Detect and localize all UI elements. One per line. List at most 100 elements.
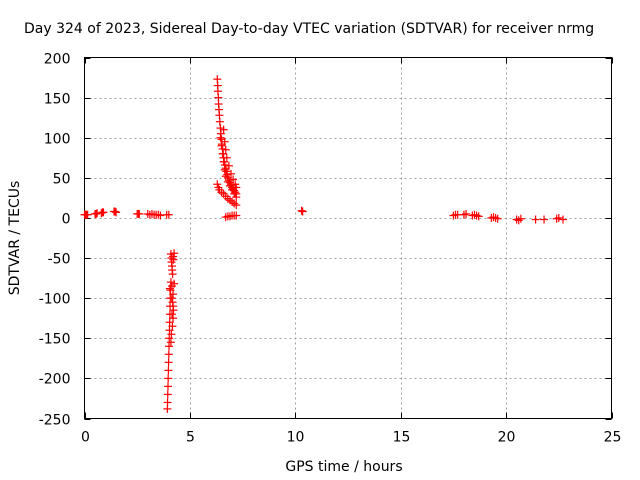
data-points bbox=[80, 75, 568, 413]
data-point bbox=[489, 213, 498, 222]
data-point bbox=[218, 149, 227, 158]
data-point bbox=[219, 157, 228, 166]
data-point bbox=[165, 342, 174, 351]
data-point bbox=[232, 201, 241, 210]
y-tick-label: -200 bbox=[39, 372, 71, 388]
data-point bbox=[167, 310, 176, 319]
y-tick-label: -250 bbox=[39, 413, 71, 429]
grid bbox=[84, 57, 612, 419]
data-point bbox=[220, 165, 229, 174]
data-point bbox=[154, 210, 163, 219]
data-point bbox=[459, 210, 468, 219]
data-point bbox=[232, 183, 241, 192]
data-point bbox=[168, 270, 177, 279]
data-point bbox=[167, 330, 176, 339]
y-tick-label: 150 bbox=[44, 92, 71, 108]
data-point bbox=[512, 215, 521, 224]
data-point bbox=[470, 210, 479, 219]
data-point bbox=[221, 145, 230, 154]
x-tick-labels: 0 5 10 15 20 25 bbox=[81, 430, 621, 446]
data-point bbox=[227, 169, 236, 178]
data-point bbox=[462, 209, 471, 218]
data-point bbox=[83, 210, 92, 219]
data-point bbox=[112, 208, 121, 217]
data-point bbox=[163, 404, 172, 413]
data-point bbox=[163, 382, 172, 391]
data-point bbox=[166, 286, 175, 295]
data-point bbox=[169, 255, 178, 264]
y-tick-label: 50 bbox=[53, 172, 71, 188]
data-point bbox=[165, 318, 174, 327]
data-point bbox=[514, 216, 523, 225]
data-point bbox=[168, 322, 177, 331]
y-tick-label: -150 bbox=[39, 332, 71, 348]
data-point bbox=[223, 177, 232, 186]
x-tick-label: 25 bbox=[604, 430, 622, 446]
data-point bbox=[559, 215, 568, 224]
y-tick-labels: -250 -200 -150 -100 -50 0 50 100 150 200 bbox=[39, 52, 71, 429]
y-tick-label: 0 bbox=[62, 212, 71, 228]
x-tick-label: 10 bbox=[287, 430, 305, 446]
x-tick-label: 20 bbox=[498, 430, 516, 446]
data-point bbox=[298, 207, 307, 216]
data-point bbox=[167, 294, 176, 303]
data-point bbox=[215, 117, 224, 126]
data-point bbox=[540, 215, 549, 224]
axis-ticks bbox=[84, 57, 613, 420]
data-point bbox=[156, 211, 165, 220]
data-point bbox=[221, 213, 230, 222]
y-tick-label: -100 bbox=[39, 292, 71, 308]
data-point bbox=[164, 350, 173, 359]
data-point bbox=[97, 209, 106, 218]
data-point bbox=[222, 153, 231, 162]
y-axis-title: SDTVAR / TECUs bbox=[7, 181, 23, 296]
data-point bbox=[164, 358, 173, 367]
data-point bbox=[491, 213, 500, 222]
data-point bbox=[472, 211, 481, 220]
x-tick-label: 15 bbox=[393, 430, 411, 446]
data-point bbox=[164, 374, 173, 383]
data-point bbox=[493, 214, 502, 223]
data-point bbox=[165, 284, 174, 293]
data-point bbox=[225, 181, 234, 190]
data-point bbox=[552, 214, 561, 223]
data-point bbox=[169, 290, 178, 299]
data-point bbox=[99, 208, 108, 217]
data-point bbox=[92, 209, 101, 218]
data-point bbox=[228, 185, 237, 194]
data-point bbox=[554, 213, 563, 222]
data-point bbox=[232, 211, 241, 220]
data-point bbox=[111, 207, 120, 216]
data-point bbox=[165, 334, 174, 343]
data-point bbox=[516, 214, 525, 223]
data-point bbox=[531, 215, 540, 224]
data-point bbox=[229, 175, 238, 184]
data-point bbox=[169, 302, 178, 311]
y-tick-label: 100 bbox=[44, 132, 71, 148]
y-tick-label: -50 bbox=[48, 252, 71, 268]
data-point bbox=[216, 133, 225, 142]
data-point bbox=[170, 249, 179, 258]
plot-frame bbox=[84, 57, 612, 419]
data-point bbox=[164, 210, 173, 219]
data-point bbox=[220, 137, 229, 146]
data-point bbox=[163, 390, 172, 399]
x-axis-title: GPS time / hours bbox=[285, 459, 402, 475]
data-point bbox=[169, 314, 178, 323]
data-point bbox=[221, 172, 230, 181]
data-point bbox=[170, 279, 179, 288]
data-point bbox=[135, 209, 144, 218]
data-point bbox=[217, 141, 226, 150]
data-point bbox=[232, 193, 241, 202]
x-tick-label: 0 bbox=[81, 430, 90, 446]
data-point bbox=[147, 209, 156, 218]
data-point bbox=[225, 212, 234, 221]
data-point bbox=[474, 212, 483, 221]
x-tick-label: 5 bbox=[186, 430, 195, 446]
y-tick-label: 200 bbox=[44, 52, 71, 68]
chart-title: Day 324 of 2023, Sidereal Day-to-day VTE… bbox=[24, 21, 594, 37]
data-point bbox=[166, 338, 175, 347]
data-point bbox=[164, 366, 173, 375]
data-point bbox=[224, 161, 233, 170]
